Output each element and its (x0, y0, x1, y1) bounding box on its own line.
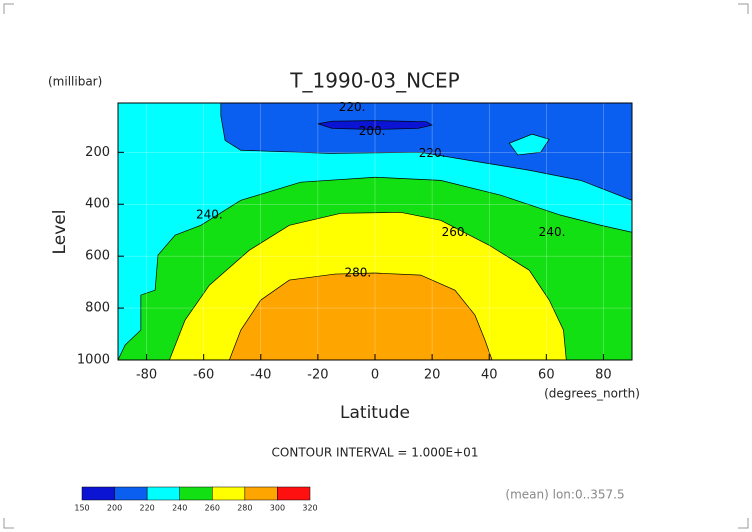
y-tick-label: 800 (85, 301, 110, 316)
colorbar-label: 300 (270, 504, 285, 513)
corner-marks (3, 3, 749, 529)
x-units: (degrees_north) (544, 387, 640, 401)
colorbar-label: 320 (302, 504, 317, 513)
contour-label: 280. (345, 266, 372, 280)
colorbar-swatch (146, 486, 180, 501)
plot-frame (117, 102, 633, 361)
x-tick-label: 0 (371, 368, 379, 383)
contour-label: 240. (196, 208, 223, 222)
y-axis-title: Level (50, 210, 70, 255)
x-tick-label: -20 (307, 368, 328, 383)
colorbar-swatch (244, 486, 278, 501)
colorbar-label: 280 (237, 504, 252, 513)
colorbar-label: 200 (107, 504, 122, 513)
contour-region (228, 272, 493, 361)
contour-interval: CONTOUR INTERVAL = 1.000E+01 (272, 446, 479, 460)
colorbar-label: 150 (74, 504, 89, 513)
y-tick-label: 1000 (77, 353, 110, 368)
y-units: (millibar) (48, 75, 102, 89)
mean-note: (mean) lon:0..357.5 (505, 488, 624, 502)
x-tick-label: -80 (136, 368, 157, 383)
contour-label: 260. (442, 225, 469, 239)
colorbar-label: 240 (172, 504, 187, 513)
colorbar-swatch (212, 486, 246, 501)
colorbar-swatch (81, 486, 115, 501)
y-tick-label: 400 (85, 197, 110, 212)
colorbar-swatch (114, 486, 148, 501)
x-tick-label: -40 (250, 368, 271, 383)
x-tick-label: 20 (424, 368, 441, 383)
colorbar-label: 260 (205, 504, 220, 513)
y-tick-label: 600 (85, 249, 110, 264)
contour-region (508, 133, 550, 156)
colorbar-label: 220 (140, 504, 155, 513)
x-tick-label: 40 (481, 368, 498, 383)
chart-title: T_1990-03_NCEP (289, 69, 459, 93)
y-tick-label: 200 (85, 145, 110, 160)
contour-label: 220. (339, 100, 366, 114)
x-tick-label: -60 (193, 368, 214, 383)
x-axis-title: Latitude (340, 403, 410, 423)
contour-label: 200. (359, 124, 386, 138)
colorbar-swatch (277, 486, 311, 501)
x-tick-label: 60 (538, 368, 555, 383)
colorbar-swatch (179, 486, 213, 501)
x-tick-label: 80 (595, 368, 612, 383)
contour-label: 240. (539, 225, 566, 239)
